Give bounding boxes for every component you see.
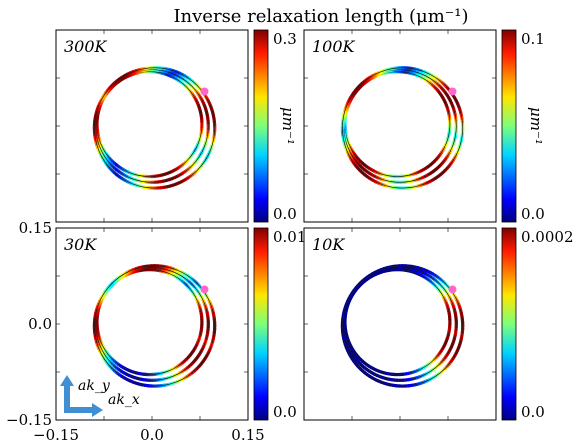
panel-frame <box>303 227 497 421</box>
temperature-label: 30K <box>64 235 97 254</box>
y-tick-label: 0.15 <box>19 219 52 237</box>
x-tick-labels: −0.15 0.0 0.15 <box>33 426 265 444</box>
kx-arrow <box>64 403 103 417</box>
colorbar-gradient <box>253 29 269 223</box>
ring-contour <box>342 265 464 387</box>
fermi-ring <box>92 66 217 190</box>
ring-contour <box>342 67 464 189</box>
colorbar-min: 0.0 <box>521 205 545 223</box>
k-point-marker <box>448 285 457 294</box>
axis-arrows: ak_y ak_x <box>60 375 140 417</box>
y-tick-label: 0.0 <box>28 315 52 333</box>
colorbar: 0.1 0.0 μm⁻¹ <box>501 29 545 223</box>
ring-contour <box>94 265 216 387</box>
temperature-label: 100K <box>312 37 356 56</box>
fermi-ring <box>340 264 465 388</box>
ky-label: ak_y <box>78 378 111 394</box>
x-tick-label: 0.0 <box>140 426 164 444</box>
x-tick-label: 0.15 <box>231 426 264 444</box>
colorbar-min: 0.0 <box>273 403 297 421</box>
ring-contour <box>94 67 216 189</box>
colorbar: 0.0002 0.0 <box>501 227 574 421</box>
panel-10K: 10K 0.0002 0.0 <box>303 227 574 421</box>
colorbar: 0.3 0.0 μm⁻¹ <box>253 29 297 223</box>
colorbar-min: 0.0 <box>273 205 297 223</box>
fermi-ring <box>92 264 217 388</box>
colorbar-unit: μm⁻¹ <box>527 107 545 145</box>
k-point-marker <box>200 87 209 96</box>
temperature-label: 10K <box>312 235 345 254</box>
panel-frame <box>55 29 249 223</box>
ky-arrow <box>60 375 74 413</box>
chart-title: Inverse relaxation length (μm⁻¹) <box>173 6 468 27</box>
colorbar-max: 0.0002 <box>521 228 574 246</box>
colorbar: 0.01 0.0 <box>253 227 306 421</box>
panel-30K: 30K 0.01 0.0 <box>55 227 306 421</box>
temperature-label: 300K <box>64 37 108 56</box>
colorbar-gradient <box>501 227 517 421</box>
colorbar-max: 0.01 <box>273 228 306 246</box>
colorbar-min: 0.0 <box>521 403 545 421</box>
k-point-marker <box>200 285 209 294</box>
panel-300K: 300K 0.3 0.0 μm⁻¹ <box>55 29 297 223</box>
panel-100K: 100K 0.1 0.0 μm⁻¹ <box>303 29 545 223</box>
colorbar-gradient <box>253 227 269 421</box>
panel-frame <box>303 29 497 223</box>
colorbar-max: 0.1 <box>521 30 545 48</box>
y-tick-label: −0.15 <box>6 411 52 429</box>
colorbar-max: 0.3 <box>273 30 297 48</box>
colorbar-unit: μm⁻¹ <box>279 107 297 145</box>
kx-label: ak_x <box>108 392 140 408</box>
y-tick-labels: 0.15 0.0 −0.15 <box>6 219 52 429</box>
colorbar-gradient <box>501 29 517 223</box>
x-tick-label: −0.15 <box>33 426 79 444</box>
fermi-ring <box>340 66 465 190</box>
k-point-marker <box>448 87 457 96</box>
